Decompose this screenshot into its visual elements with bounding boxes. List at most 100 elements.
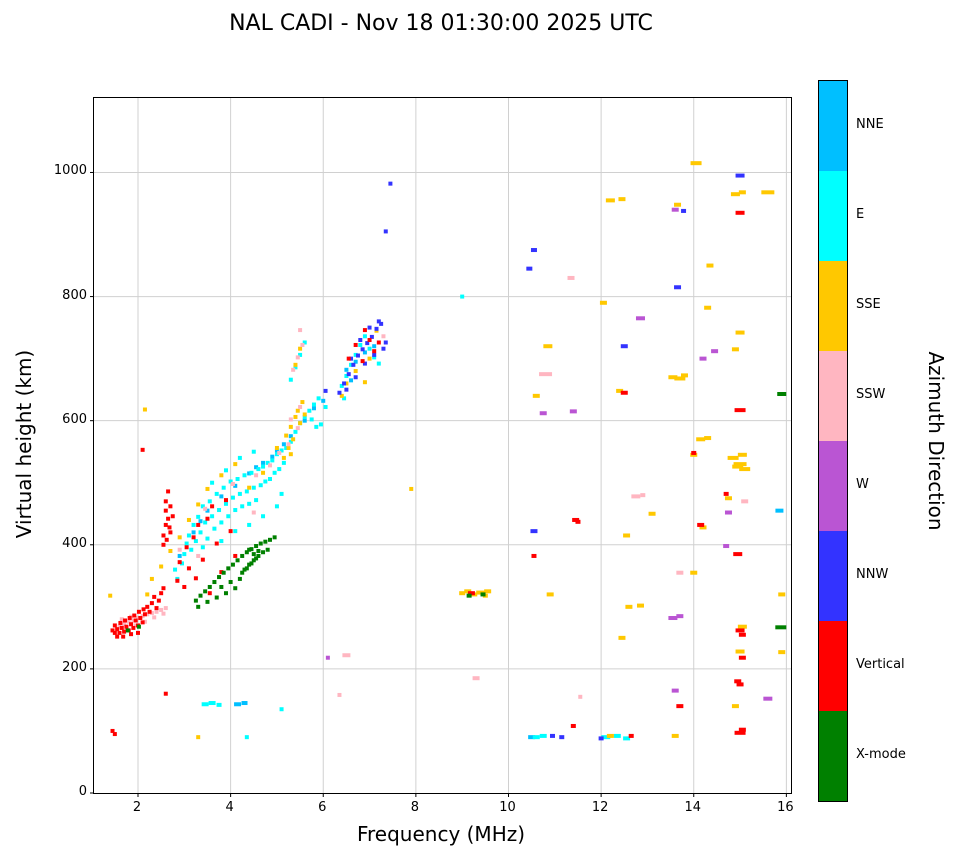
scatter-point-e	[339, 383, 344, 388]
scatter-point-ssw	[567, 275, 575, 280]
scatter-point-vertical	[200, 557, 205, 562]
x-tick-label: 12	[591, 800, 609, 815]
scatter-point-e	[372, 355, 377, 360]
scatter-point-nne	[261, 460, 266, 465]
scatter-point-e	[191, 522, 196, 527]
scatter-point-e	[272, 470, 277, 475]
scatter-point-ssw	[277, 450, 282, 455]
scatter-point-e	[601, 735, 611, 740]
scatter-point-e	[288, 439, 293, 444]
scatter-point-sse	[737, 452, 747, 457]
scatter-point-nne	[191, 530, 196, 535]
scatter-point-nnw	[351, 362, 356, 367]
scatter-point-e	[205, 536, 210, 541]
scatter-point-sse	[680, 373, 688, 378]
scatter-point-e	[267, 477, 272, 482]
scatter-point-sse	[353, 369, 358, 374]
scatter-point-x-mode	[240, 553, 245, 558]
scatter-point-vertical	[127, 616, 132, 621]
scatter-point-vertical	[734, 679, 742, 684]
scatter-point-e	[237, 491, 242, 496]
scatter-point-e	[263, 479, 268, 484]
colorbar-segment-label: SSW	[856, 387, 886, 402]
scatter-point-ssw	[140, 614, 145, 619]
scatter-point-sse	[599, 300, 607, 305]
scatter-point-e	[258, 483, 263, 488]
scatter-point-nne	[775, 508, 784, 513]
scatter-point-x-mode	[219, 584, 224, 589]
scatter-point-ssw	[295, 355, 300, 360]
scatter-point-sse	[300, 400, 305, 405]
scatter-point-sse	[727, 455, 739, 460]
scatter-point-vertical	[691, 450, 697, 455]
scatter-point-nne	[254, 465, 259, 470]
scatter-point-sse	[145, 592, 150, 597]
scatter-point-ssw	[288, 417, 293, 422]
scatter-point-sse	[464, 589, 472, 594]
scatter-point-ssw	[286, 442, 291, 447]
scatter-point-nnw	[358, 338, 363, 343]
scatter-point-vertical	[145, 604, 150, 609]
scatter-point-sse	[247, 485, 252, 490]
scatter-point-ssw	[149, 611, 154, 616]
scatter-point-vertical	[531, 553, 537, 558]
scatter-point-vertical	[628, 733, 634, 738]
colorbar-segment-label: Vertical	[856, 657, 905, 672]
scatter-point-sse	[409, 486, 414, 491]
scatter-point-e	[261, 514, 266, 519]
scatter-point-vertical	[166, 516, 171, 521]
scatter-point-nnw	[383, 229, 388, 234]
scatter-point-sse	[233, 462, 238, 467]
scatter-point-e	[207, 499, 212, 504]
scatter-point-sse	[302, 412, 307, 417]
scatter-point-e	[182, 552, 187, 557]
colorbar-axis-label: Azimuth Direction	[924, 351, 948, 531]
scatter-point-e	[279, 707, 284, 712]
scatter-point-vertical	[112, 630, 117, 635]
x-tick-label: 14	[684, 800, 701, 815]
scatter-point-nne	[344, 367, 349, 372]
scatter-point-nnw	[374, 326, 379, 331]
scatter-point-vertical	[149, 601, 154, 606]
scatter-point-e	[242, 473, 247, 478]
scatter-point-nnw	[598, 736, 604, 741]
x-tick-label: 2	[132, 800, 142, 815]
chart-title: NAL CADI - Nov 18 01:30:00 2025 UTC	[229, 11, 653, 36]
scatter-point-x-mode	[125, 628, 130, 633]
scatter-point-ssw	[539, 372, 553, 377]
scatter-point-ssw	[159, 607, 164, 612]
scatter-point-sse	[739, 467, 751, 472]
scatter-point-nne	[528, 735, 536, 740]
scatter-point-e	[302, 340, 307, 345]
scatter-point-sse	[636, 603, 644, 608]
scatter-point-x-mode	[214, 595, 219, 600]
scatter-point-sse	[616, 388, 624, 393]
scatter-point-x-mode	[251, 552, 256, 557]
scatter-point-nnw	[349, 356, 354, 361]
colorbar-segment-label: NNW	[856, 567, 889, 582]
scatter-point-vertical	[575, 519, 581, 524]
scatter-point-sse	[293, 414, 298, 419]
scatter-point-e	[186, 533, 191, 538]
scatter-point-sse	[668, 375, 678, 380]
scatter-point-e	[200, 504, 205, 509]
scatter-point-nnw	[383, 340, 388, 345]
scatter-point-sse	[288, 424, 293, 429]
scatter-point-sse	[724, 496, 732, 501]
scatter-point-vertical	[170, 514, 175, 519]
scatter-point-nnw	[381, 346, 386, 351]
scatter-point-x-mode	[247, 547, 252, 552]
scatter-point-e	[311, 402, 316, 407]
scatter-point-sse	[731, 347, 739, 352]
scatter-point-nnw	[379, 321, 384, 326]
scatter-point-vertical	[570, 723, 576, 728]
scatter-point-e	[309, 417, 314, 422]
scatter-point-e	[244, 735, 249, 740]
scatter-point-x-mode	[254, 556, 259, 561]
scatter-point-vertical	[133, 618, 138, 623]
scatter-point-sse	[196, 502, 201, 507]
scatter-point-e	[216, 702, 222, 707]
scatter-point-nnw	[681, 208, 687, 213]
colorbar-segment-nne	[819, 81, 847, 171]
